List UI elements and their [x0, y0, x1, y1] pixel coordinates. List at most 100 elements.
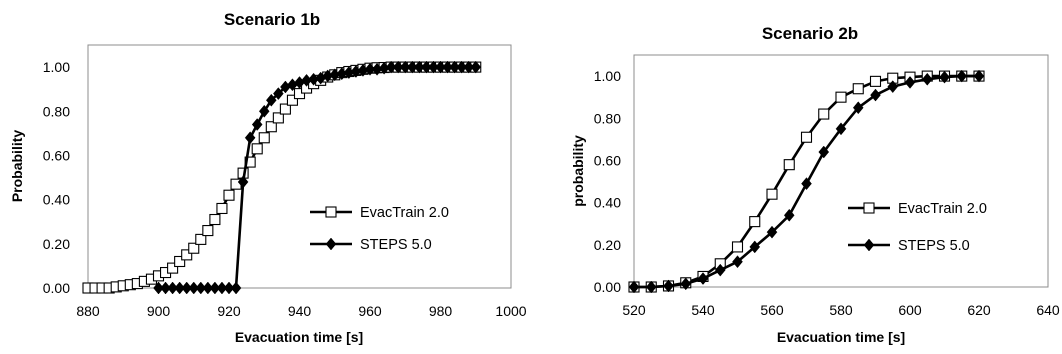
- series-evactrain: [82, 61, 482, 294]
- x-tick-label: 960: [358, 303, 382, 319]
- legend-marker: [863, 238, 875, 252]
- data-point: [251, 118, 263, 131]
- legend-item: EvacTrain 2.0: [310, 205, 449, 221]
- data-point: [209, 281, 221, 295]
- chart-1-title: Scenario 1b: [224, 10, 320, 29]
- legend-label: EvacTrain 2.0: [898, 201, 987, 217]
- data-point: [463, 60, 475, 74]
- data-point: [645, 280, 657, 294]
- y-tick-label: 0.80: [594, 110, 621, 126]
- chart-1-plot-frame: [87, 44, 512, 289]
- data-point: [628, 280, 640, 294]
- data-point: [216, 281, 228, 295]
- legend-item: EvacTrain 2.0: [848, 201, 987, 217]
- data-point: [973, 69, 985, 83]
- data-point: [385, 60, 397, 74]
- data-point: [399, 60, 411, 74]
- chart-1-y-axis-title: Probability: [9, 130, 25, 203]
- y-tick-label: 0.00: [594, 279, 621, 295]
- x-tick-label: 600: [898, 302, 922, 318]
- chart-2-title: Scenario 2b: [762, 24, 858, 43]
- data-point: [202, 225, 214, 237]
- x-tick-label: 920: [217, 303, 241, 319]
- x-tick-label: 620: [967, 302, 991, 318]
- data-point: [279, 103, 291, 115]
- y-tick-label: 0.40: [43, 192, 70, 208]
- data-point: [181, 249, 193, 261]
- x-tick-label: 880: [76, 303, 100, 319]
- data-point: [801, 177, 812, 191]
- x-tick-label: 980: [429, 303, 453, 319]
- data-point: [852, 83, 864, 95]
- chart-2-plot-frame: [633, 54, 1049, 288]
- data-point: [202, 281, 214, 295]
- data-point: [749, 216, 761, 228]
- legend-label: EvacTrain 2.0: [360, 205, 449, 221]
- data-point: [835, 91, 847, 103]
- data-point: [421, 60, 432, 74]
- x-tick-label: 940: [288, 303, 312, 319]
- x-tick-label: 560: [760, 302, 784, 318]
- data-point: [272, 112, 284, 124]
- data-point: [800, 131, 813, 143]
- data-point: [714, 263, 726, 277]
- data-point: [835, 122, 847, 136]
- chart-2-x-ticks: 520 540 560 580 600 620 640: [622, 302, 1060, 318]
- data-point: [195, 281, 207, 295]
- data-point: [216, 202, 228, 215]
- x-tick-label: 1000: [495, 303, 526, 319]
- y-tick-label: 0.20: [594, 237, 621, 253]
- data-point: [167, 262, 179, 274]
- data-point: [406, 60, 418, 74]
- legend-label: STEPS 5.0: [898, 238, 970, 254]
- data-point: [428, 60, 439, 74]
- data-point: [209, 213, 221, 226]
- data-point: [244, 131, 256, 145]
- data-point: [470, 60, 482, 74]
- data-point: [265, 93, 277, 107]
- data-point: [783, 159, 795, 171]
- legend-marker: [863, 202, 875, 214]
- chart-2-series: [628, 69, 985, 294]
- chart-1-series: [82, 60, 482, 295]
- data-point: [160, 281, 171, 295]
- y-tick-label: 0.60: [594, 152, 621, 168]
- data-point: [392, 60, 404, 74]
- data-point: [174, 281, 185, 295]
- series-steps: [153, 60, 482, 295]
- legend-marker: [325, 206, 337, 218]
- data-point: [188, 281, 200, 295]
- series-steps: [628, 69, 985, 294]
- data-point: [188, 242, 200, 254]
- data-point: [456, 60, 467, 74]
- chart-1-x-axis-title: Evacuation time [s]: [235, 329, 363, 345]
- legend-marker: [325, 237, 337, 251]
- x-tick-label: 900: [147, 303, 171, 319]
- data-point: [364, 62, 376, 76]
- data-point: [273, 87, 284, 100]
- data-point: [869, 75, 882, 87]
- data-point: [904, 76, 916, 89]
- data-point: [265, 121, 277, 133]
- data-point: [766, 225, 778, 239]
- data-point: [181, 281, 193, 295]
- data-point: [697, 272, 709, 285]
- data-point: [449, 60, 460, 74]
- data-point: [153, 281, 164, 295]
- chart-2-legend: EvacTrain 2.0 STEPS 5.0: [848, 201, 987, 254]
- data-point: [258, 132, 270, 144]
- legend-label: STEPS 5.0: [360, 237, 432, 253]
- y-tick-label: 0.60: [43, 147, 70, 163]
- chart-2-x-axis-title: Evacuation time [s]: [777, 329, 905, 345]
- y-tick-label: 0.20: [43, 236, 70, 252]
- data-point: [435, 60, 446, 74]
- data-point: [442, 60, 453, 74]
- data-point: [749, 240, 761, 254]
- data-point: [223, 281, 235, 295]
- y-tick-label: 0.00: [43, 280, 70, 296]
- legend-item: STEPS 5.0: [848, 238, 970, 254]
- data-point: [921, 72, 933, 86]
- data-point: [732, 255, 743, 269]
- data-point: [230, 281, 242, 295]
